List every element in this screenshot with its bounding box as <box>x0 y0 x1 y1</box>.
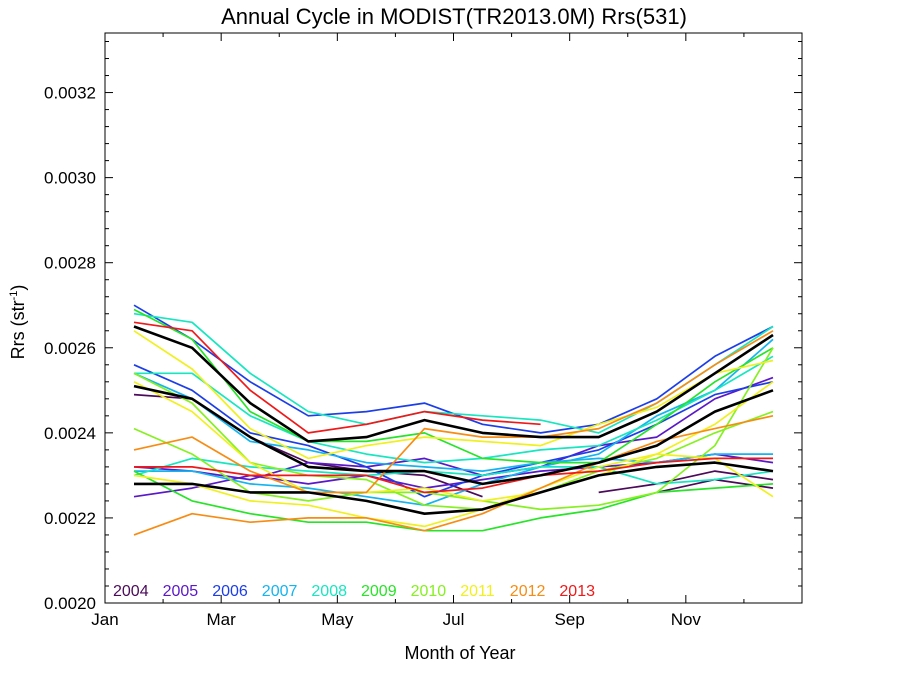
legend: 2004 2005 2006 2007 2008 2009 2010 2011 2012 2013 <box>113 583 595 600</box>
x-tick-label-nov: Nov <box>671 610 702 629</box>
legend-entry-2006: 2006 <box>212 583 248 600</box>
series-line-4 <box>133 376 774 481</box>
y-axis: 0.0020 0.0022 0.0024 0.0026 0.0028 0.0030 0.00… <box>44 41 802 613</box>
legend-entry-2013: 2013 <box>559 583 595 600</box>
series-line-12 <box>133 308 774 464</box>
legend-entry-2009: 2009 <box>361 583 397 600</box>
y-tick-label: 0.0032 <box>44 84 96 103</box>
legend-entry-2004: 2004 <box>113 583 149 600</box>
legend-entry-2012: 2012 <box>510 583 546 600</box>
y-axis-label-main: Rrs (str <box>8 300 28 359</box>
series-line-13 <box>133 470 774 532</box>
legend-entry-2011: 2011 <box>460 583 495 600</box>
x-tick-label-mar: Mar <box>207 610 237 629</box>
y-tick-label: 0.0028 <box>44 254 96 273</box>
x-tick-label-jul: Jul <box>443 610 465 629</box>
series-line-18 <box>133 381 774 502</box>
x-tick-label-sep: Sep <box>555 610 585 629</box>
series-line-22 <box>134 457 773 494</box>
y-axis-label: Rrs (str-1) <box>8 285 28 360</box>
x-axis: Jan Mar May Jul Sep Nov <box>91 33 803 629</box>
series-line-23 <box>133 325 774 443</box>
y-tick-label: 0.0020 <box>44 594 96 613</box>
series-line-11 <box>134 355 774 464</box>
x-tick-label-jan: Jan <box>91 610 118 629</box>
x-tick-label-may: May <box>321 610 354 629</box>
y-tick-label: 0.0022 <box>44 509 96 528</box>
series-line-6 <box>133 364 774 498</box>
series-line-15 <box>133 347 774 511</box>
plot-area <box>104 32 803 604</box>
series-layer <box>133 304 774 536</box>
y-tick-label: 0.0030 <box>44 169 96 188</box>
series-line-21 <box>133 321 541 434</box>
y-tick-label: 0.0024 <box>44 424 96 443</box>
y-axis-label-close: ) <box>8 285 28 291</box>
legend-entry-2005: 2005 <box>163 583 199 600</box>
legend-entry-2010: 2010 <box>411 583 447 600</box>
legend-entry-2007: 2007 <box>262 583 298 600</box>
x-axis-label: Month of Year <box>404 643 515 663</box>
series-line-20 <box>133 330 774 494</box>
y-axis-label-superscript: -1 <box>8 291 20 301</box>
series-line-24 <box>133 384 774 486</box>
chart-title: Annual Cycle in MODIST(TR2013.0M) Rrs(53… <box>221 4 687 29</box>
series-line-25 <box>134 461 774 515</box>
series-line-17 <box>133 453 774 528</box>
series-line-16 <box>133 330 774 460</box>
legend-entry-2008: 2008 <box>311 583 347 600</box>
y-tick-label: 0.0026 <box>44 339 96 358</box>
